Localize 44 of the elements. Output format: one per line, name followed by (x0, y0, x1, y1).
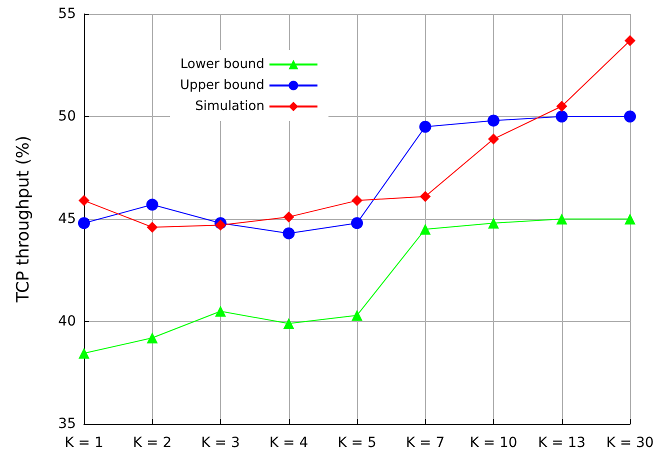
x-tick-label: K = 2 (132, 435, 172, 451)
x-tick-label: K = 30 (606, 435, 654, 451)
x-tick-label: K = 3 (201, 435, 240, 451)
legend-label: Simulation (195, 99, 264, 114)
point (146, 222, 158, 233)
point (215, 306, 226, 317)
point (556, 110, 568, 122)
point (282, 227, 295, 240)
point (556, 100, 568, 112)
point (624, 110, 636, 122)
point (78, 217, 90, 230)
x-tick-label: K = 7 (406, 435, 445, 451)
point (419, 120, 432, 133)
x-tick-label: K = 1 (64, 435, 104, 451)
point (420, 190, 431, 202)
point (488, 114, 500, 127)
point (556, 214, 568, 224)
y-tick-label: 45 (58, 211, 76, 227)
y-tick-label: 50 (58, 108, 76, 124)
point (146, 198, 158, 211)
point (352, 310, 362, 321)
point (283, 211, 294, 222)
y-axis-title: TCP throughput (%) (14, 136, 34, 304)
x-tick-label: K = 4 (269, 435, 308, 451)
x-tick-label: K = 5 (338, 435, 376, 451)
point (146, 332, 158, 344)
point (488, 134, 499, 145)
point (420, 224, 431, 235)
point (488, 218, 499, 229)
point (624, 214, 636, 224)
y-tick-label: 35 (58, 416, 76, 432)
point (78, 348, 90, 359)
y-tick-label: 40 (58, 314, 76, 330)
point (351, 217, 363, 230)
legend-label: Lower bound (180, 57, 264, 72)
point (624, 35, 636, 46)
point (352, 195, 362, 206)
point (283, 318, 294, 330)
point (78, 195, 90, 206)
x-tick-label: K = 10 (470, 435, 518, 451)
point (215, 220, 226, 231)
legend-label: Upper bound (180, 78, 264, 93)
y-tick-label: 55 (58, 6, 76, 22)
x-tick-label: K = 13 (538, 435, 586, 451)
